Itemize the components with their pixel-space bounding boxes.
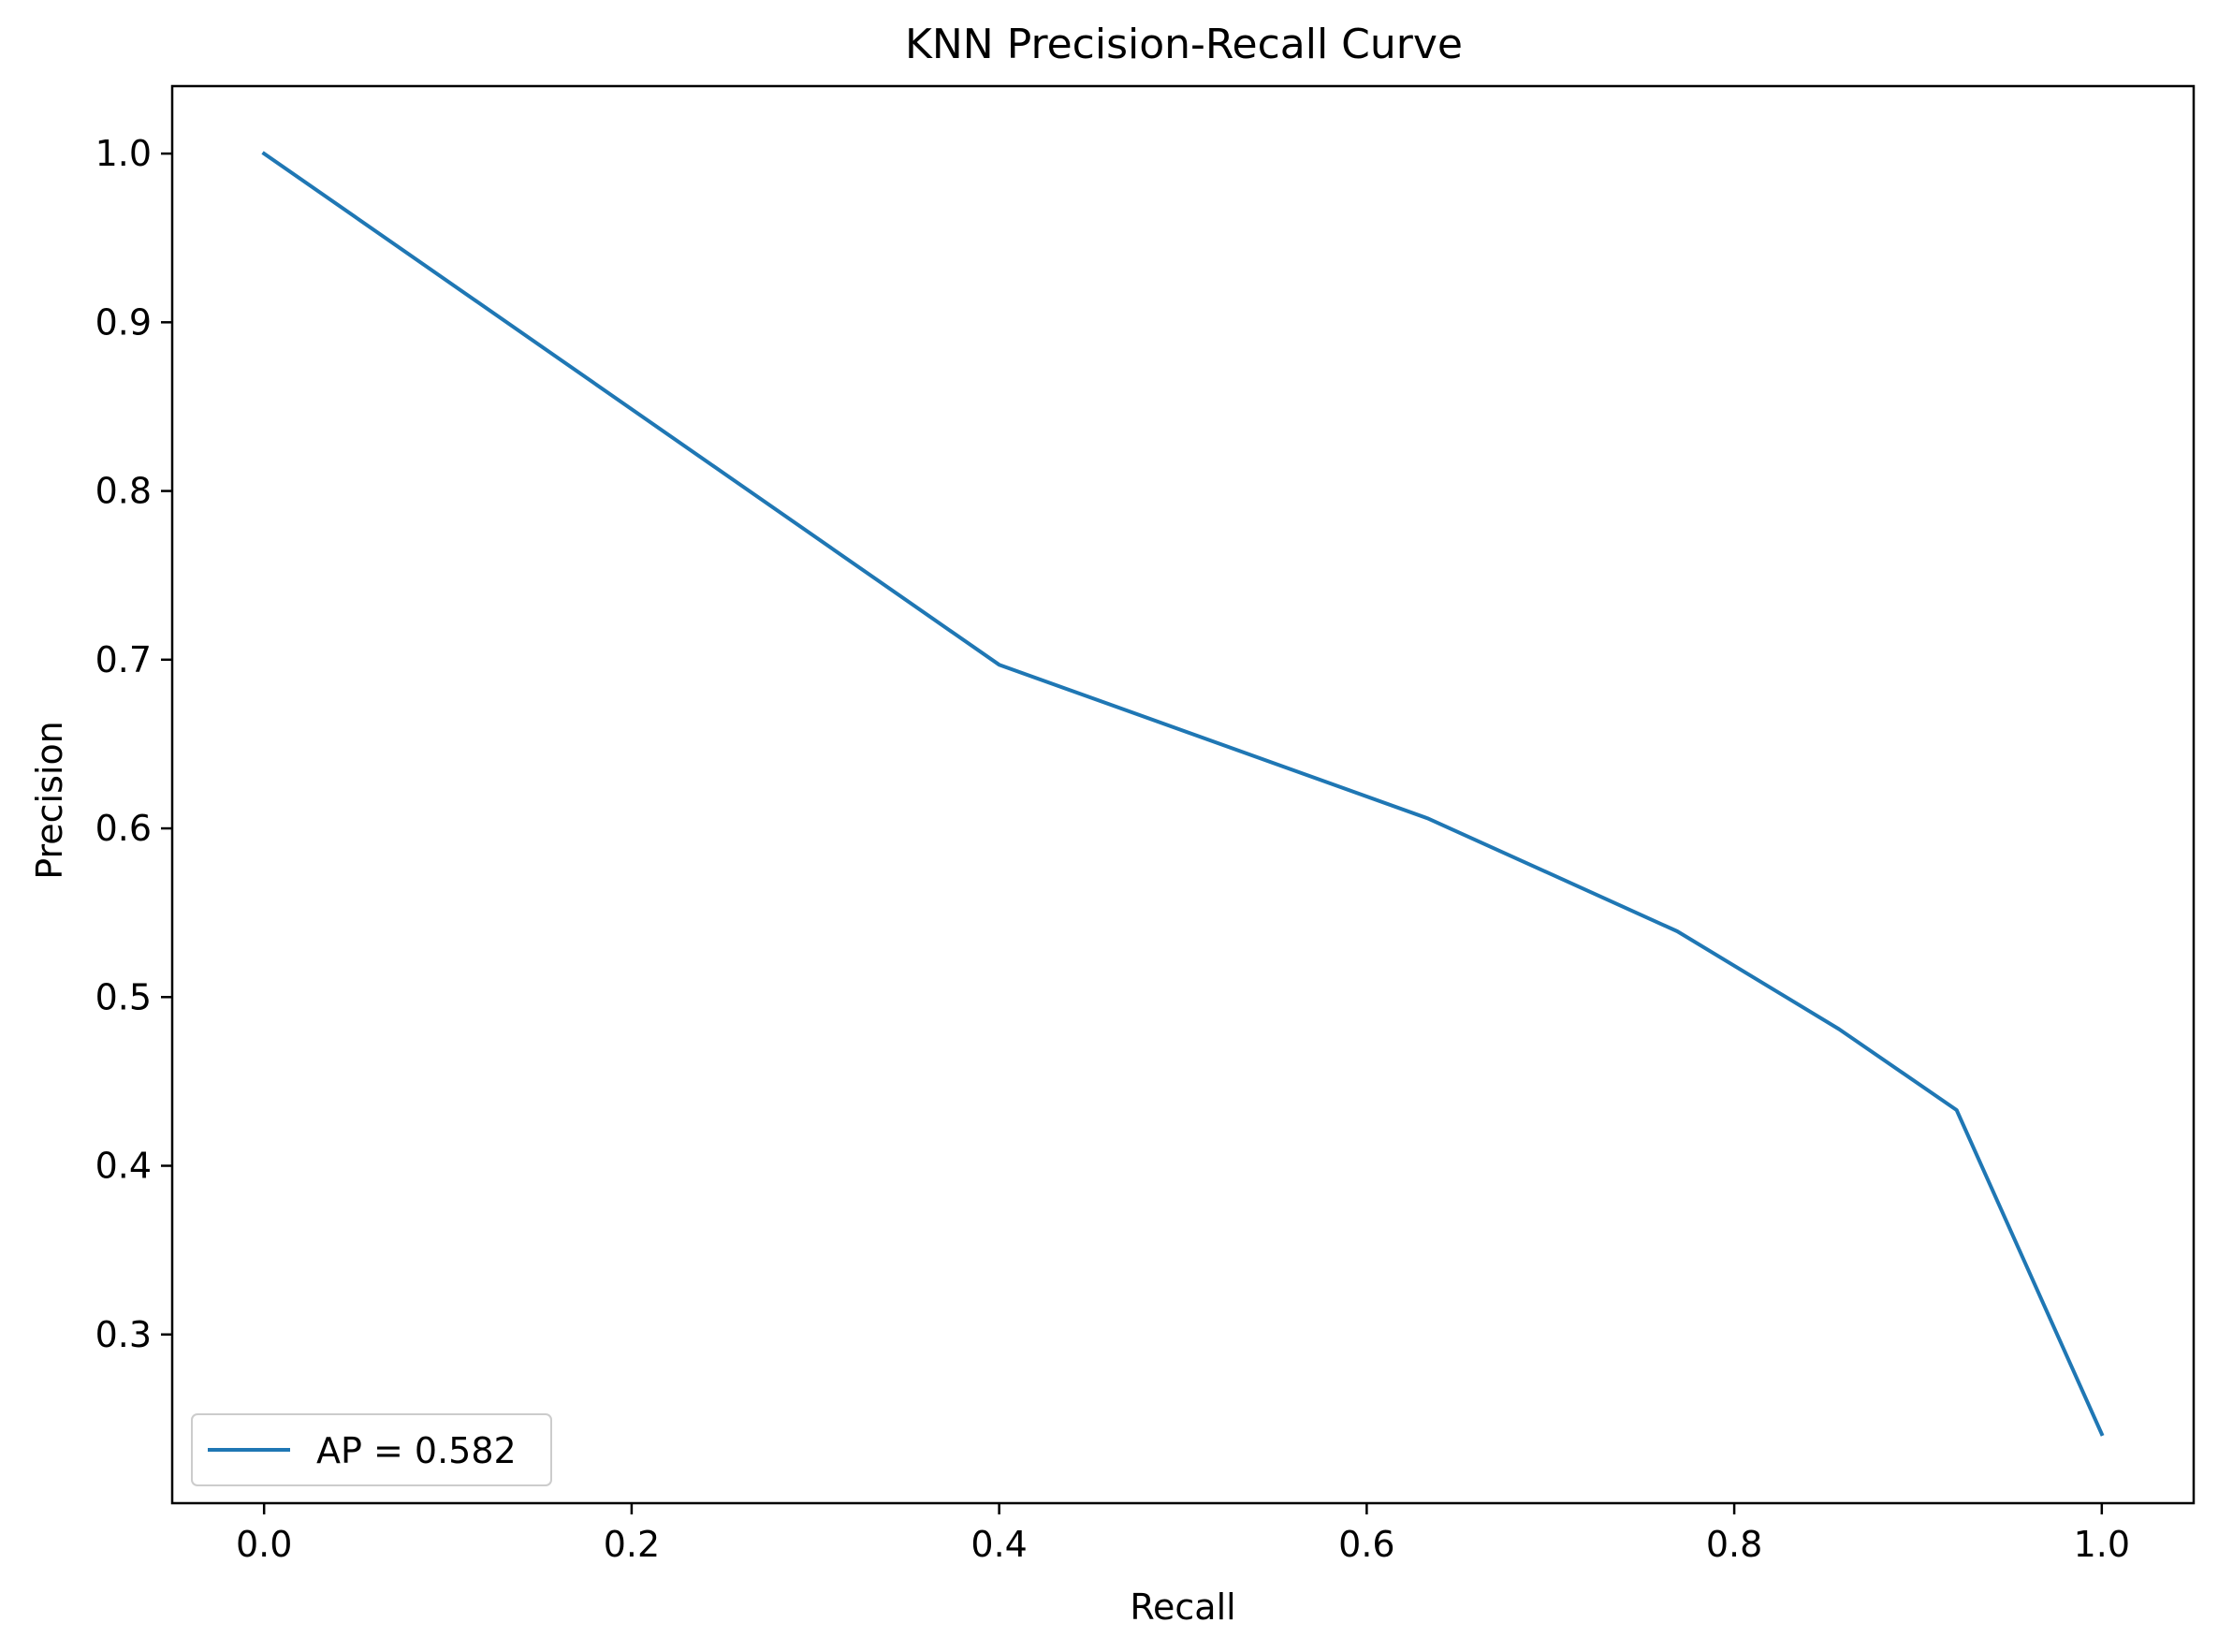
y-axis-label: Precision [29, 721, 70, 880]
y-tick-label: 0.9 [95, 301, 152, 343]
y-tick-label: 0.4 [95, 1146, 152, 1187]
y-tick-label: 0.5 [95, 976, 152, 1017]
x-tick-label: 0.2 [604, 1524, 660, 1565]
y-tick-label: 0.8 [95, 471, 152, 512]
legend: AP = 0.582 [191, 1413, 552, 1486]
y-axis: 0.3 0.4 0.5 0.6 0.7 0.8 0.9 1.0 [95, 133, 172, 1355]
plot-series [261, 151, 2105, 1437]
plot-frame [170, 84, 2196, 1505]
y-tick-label: 0.3 [95, 1314, 152, 1355]
x-tick-label: 1.0 [2074, 1524, 2130, 1565]
chart-title: KNN Precision-Recall Curve [905, 21, 1463, 68]
x-axis-label: Recall [1130, 1586, 1235, 1628]
legend-box [191, 1413, 552, 1486]
x-tick-label: 0.6 [1338, 1524, 1394, 1565]
legend-label: AP = 0.582 [316, 1430, 517, 1471]
y-tick-label: 0.7 [95, 639, 152, 680]
y-tick-label: 1.0 [95, 133, 152, 174]
x-axis: 0.0 0.2 0.4 0.6 0.8 1.0 [236, 1503, 2130, 1565]
y-tick-label: 0.6 [95, 808, 152, 849]
x-tick-label: 0.4 [970, 1524, 1027, 1565]
x-tick-label: 0.0 [236, 1524, 292, 1565]
x-tick-label: 0.8 [1706, 1524, 1762, 1565]
series-line [261, 151, 2105, 1437]
